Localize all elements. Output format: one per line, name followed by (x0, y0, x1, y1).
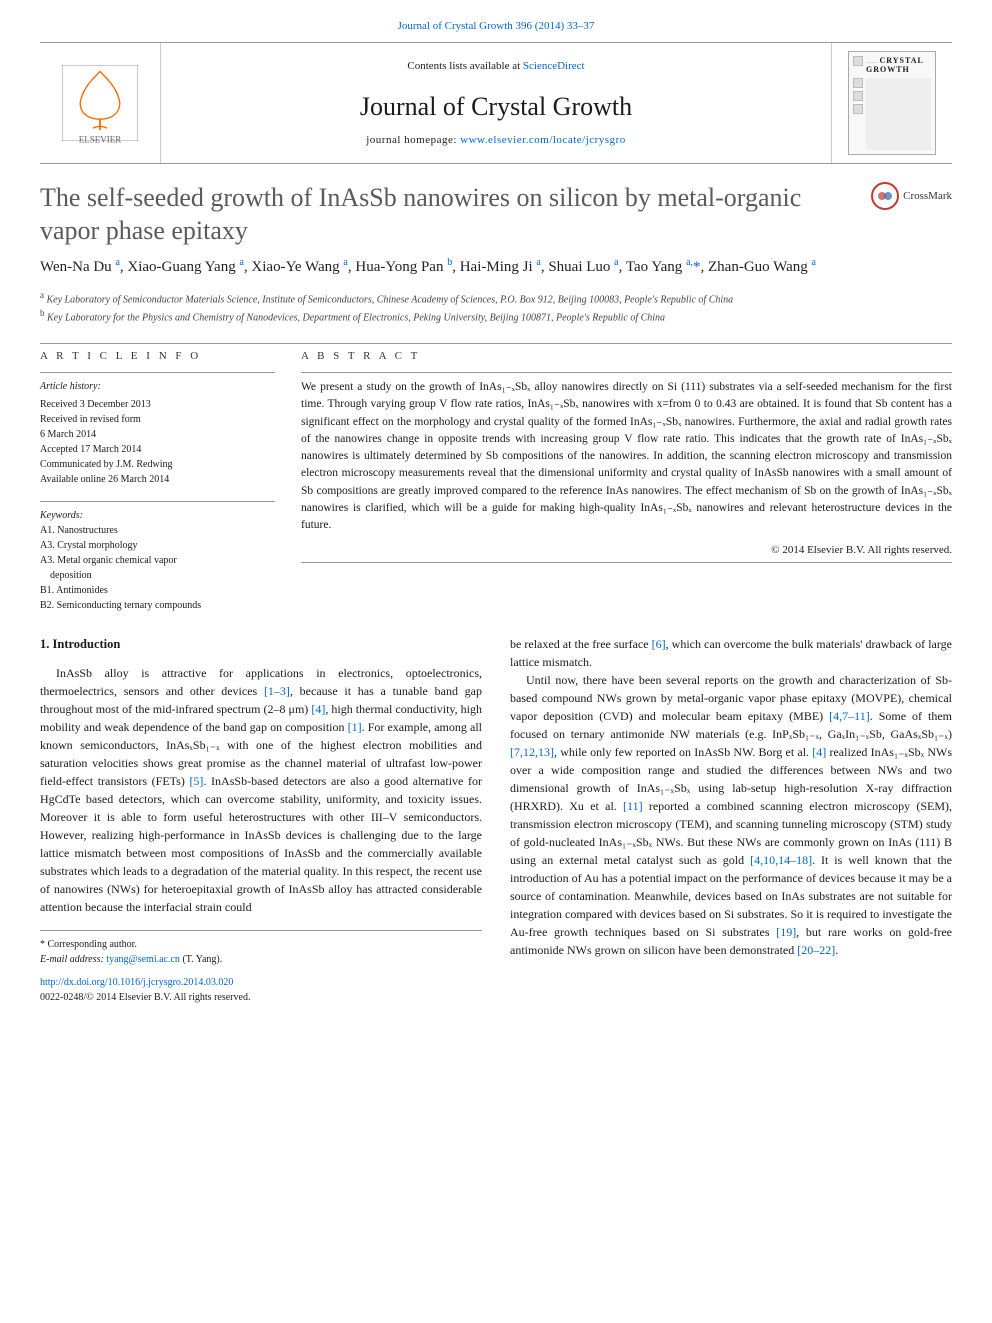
article-title: The self-seeded growth of InAsSb nanowir… (40, 182, 859, 247)
history-line: 6 March 2014 (40, 427, 275, 442)
email-label: E-mail address: (40, 954, 106, 965)
issn-line: 0022-0248/© 2014 Elsevier B.V. All right… (40, 990, 482, 1005)
history-line: Communicated by J.M. Redwing (40, 457, 275, 472)
journal-name: Journal of Crystal Growth (173, 92, 819, 122)
elsevier-tree-icon: ELSEVIER (55, 58, 145, 148)
journal-cover: …… CRYSTAL GROWTH (832, 43, 952, 163)
abstract-divider-top (301, 372, 952, 373)
affiliations: a Key Laboratory of Semiconductor Materi… (40, 289, 952, 326)
header-middle: Contents lists available at ScienceDirec… (160, 43, 832, 163)
elsevier-logo: ELSEVIER (40, 43, 160, 163)
right-p1: be relaxed at the free surface [6], whic… (510, 635, 952, 671)
corr-author: * Corresponding author. (40, 937, 482, 952)
header-band: ELSEVIER Contents lists available at Sci… (40, 42, 952, 164)
homepage-prefix: journal homepage: (366, 134, 460, 146)
corr-email-link[interactable]: tyang@semi.ac.cn (106, 954, 180, 965)
abstract-text: We present a study on the growth of InAs… (301, 379, 952, 534)
homepage-line: journal homepage: www.elsevier.com/locat… (173, 134, 819, 146)
keywords-head: Keywords: (40, 508, 275, 523)
history-line: Received 3 December 2013 (40, 397, 275, 412)
top-journal-link: Journal of Crystal Growth 396 (2014) 33–… (40, 20, 952, 32)
sidebar-divider-1 (40, 372, 275, 373)
crossmark-badge-icon (871, 182, 899, 210)
homepage-link[interactable]: www.elsevier.com/locate/jcrysgro (460, 134, 626, 146)
sidebar-divider-2 (40, 501, 275, 502)
contents-prefix: Contents lists available at (407, 60, 522, 72)
top-journal-link-anchor[interactable]: Journal of Crystal Growth 396 (2014) 33–… (398, 20, 595, 32)
copyright: © 2014 Elsevier B.V. All rights reserved… (301, 544, 952, 556)
article-info-sidebar: A R T I C L E I N F O Article history: R… (40, 350, 275, 613)
history-line: Received in revised form (40, 412, 275, 427)
keywords: Keywords: A1. NanostructuresA3. Crystal … (40, 508, 275, 613)
authors: Wen-Na Du a, Xiao-Guang Yang a, Xiao-Ye … (40, 255, 952, 279)
affil-b: Key Laboratory for the Physics and Chemi… (47, 312, 665, 323)
keyword-item: A3. Crystal morphology (40, 538, 275, 553)
abstract-column: A B S T R A C T We present a study on th… (301, 350, 952, 613)
intro-heading: 1. Introduction (40, 635, 482, 654)
history-line: Available online 26 March 2014 (40, 472, 275, 487)
keyword-item: A1. Nanostructures (40, 523, 275, 538)
abstract-divider-bottom (301, 562, 952, 563)
doi-link[interactable]: http://dx.doi.org/10.1016/j.jcrysgro.201… (40, 977, 233, 988)
article-info-label: A R T I C L E I N F O (40, 350, 275, 362)
body-columns: 1. Introduction InAsSb alloy is attracti… (40, 635, 952, 1005)
body-right-col: be relaxed at the free surface [6], whic… (510, 635, 952, 1005)
right-p2: Until now, there have been several repor… (510, 671, 952, 959)
article-history: Article history: Received 3 December 201… (40, 379, 275, 487)
keyword-item: B1. Antimonides (40, 583, 275, 598)
body-left-col: 1. Introduction InAsSb alloy is attracti… (40, 635, 482, 1005)
info-abstract-row: A R T I C L E I N F O Article history: R… (40, 350, 952, 613)
keyword-item: A3. Metal organic chemical vapor (40, 553, 275, 568)
history-head: Article history: (40, 379, 275, 394)
keyword-item: B2. Semiconducting ternary compounds (40, 598, 275, 613)
crossmark[interactable]: CrossMark (871, 182, 952, 210)
abstract-label: A B S T R A C T (301, 350, 952, 362)
title-row: The self-seeded growth of InAsSb nanowir… (40, 182, 952, 247)
svg-text:ELSEVIER: ELSEVIER (79, 135, 122, 145)
sciencedirect-link[interactable]: ScienceDirect (523, 60, 585, 72)
footer-block: * Corresponding author. E-mail address: … (40, 930, 482, 1005)
affil-a: Key Laboratory of Semiconductor Material… (47, 294, 734, 305)
crossmark-label: CrossMark (903, 190, 952, 202)
email-name: (T. Yang). (180, 954, 222, 965)
journal-cover-thumb: …… CRYSTAL GROWTH (848, 51, 936, 155)
history-line: Accepted 17 March 2014 (40, 442, 275, 457)
email-line: E-mail address: tyang@semi.ac.cn (T. Yan… (40, 952, 482, 967)
intro-p1: InAsSb alloy is attractive for applicati… (40, 664, 482, 916)
contents-link-line: Contents lists available at ScienceDirec… (173, 60, 819, 72)
divider (40, 343, 952, 344)
keyword-item: deposition (40, 568, 275, 583)
